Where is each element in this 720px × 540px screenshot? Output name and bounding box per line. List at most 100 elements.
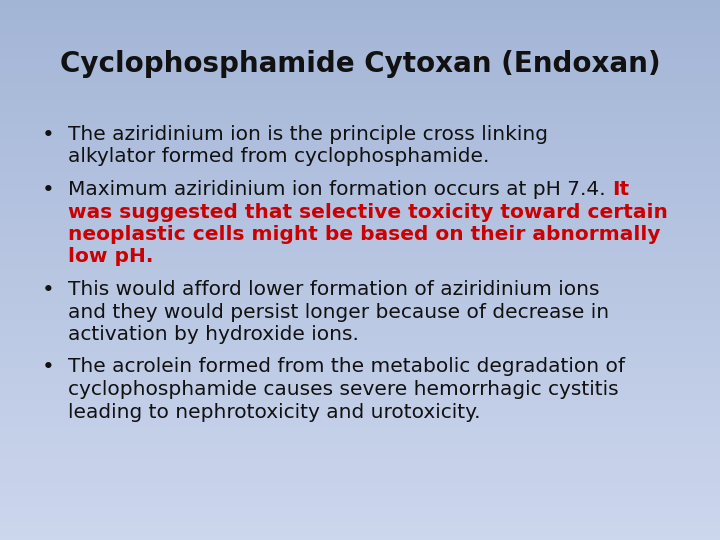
Bar (0, 268, 720, 270)
Bar (0, 464, 720, 466)
Bar (0, 525, 720, 528)
Bar (0, 194, 720, 196)
Bar (0, 104, 720, 106)
Bar (0, 498, 720, 501)
Bar (0, 182, 720, 184)
Bar (0, 490, 720, 491)
Bar (0, 54, 720, 56)
Bar (0, 225, 720, 227)
Bar (0, 279, 720, 281)
Bar (0, 205, 720, 207)
Bar (0, 167, 720, 169)
Bar (0, 471, 720, 474)
Bar (0, 66, 720, 69)
Bar (0, 211, 720, 212)
Bar (0, 285, 720, 286)
Bar (0, 306, 720, 308)
Bar (0, 216, 720, 218)
Bar (0, 252, 720, 254)
Bar (0, 448, 720, 450)
Bar (0, 123, 720, 124)
Bar (0, 12, 720, 15)
Bar (0, 236, 720, 238)
Bar (0, 452, 720, 454)
Bar (0, 437, 720, 439)
Bar (0, 272, 720, 274)
Text: low pH.: low pH. (68, 247, 153, 267)
Bar (0, 162, 720, 164)
Bar (0, 398, 720, 400)
Bar (0, 245, 720, 247)
Bar (0, 387, 720, 389)
Bar (0, 293, 720, 295)
Bar (0, 15, 720, 16)
Bar (0, 120, 720, 123)
Bar (0, 155, 720, 157)
Bar (0, 220, 720, 221)
Bar (0, 428, 720, 430)
Bar (0, 353, 720, 355)
Bar (0, 204, 720, 205)
Bar (0, 45, 720, 47)
Bar (0, 347, 720, 349)
Bar (0, 20, 720, 22)
Bar (0, 407, 720, 409)
Bar (0, 157, 720, 158)
Bar (0, 351, 720, 353)
Bar (0, 522, 720, 524)
Bar (0, 394, 720, 396)
Bar (0, 200, 720, 201)
Bar (0, 61, 720, 63)
Bar (0, 124, 720, 126)
Bar (0, 112, 720, 113)
Bar (0, 326, 720, 328)
Bar (0, 39, 720, 42)
Bar (0, 185, 720, 187)
Bar (0, 9, 720, 11)
Bar (0, 146, 720, 147)
Bar (0, 117, 720, 119)
Bar (0, 93, 720, 96)
Bar (0, 191, 720, 193)
Bar (0, 214, 720, 216)
Bar (0, 85, 720, 86)
Text: •: • (42, 357, 55, 377)
Bar (0, 322, 720, 324)
Bar (0, 277, 720, 279)
Bar (0, 58, 720, 59)
Bar (0, 38, 720, 39)
Bar (0, 497, 720, 498)
Bar (0, 34, 720, 36)
Bar (0, 290, 720, 292)
Bar (0, 275, 720, 277)
Bar (0, 416, 720, 417)
Bar (0, 301, 720, 302)
Bar (0, 76, 720, 77)
Bar (0, 32, 720, 34)
Bar (0, 367, 720, 369)
Bar (0, 373, 720, 374)
Bar (0, 320, 720, 322)
Bar (0, 360, 720, 362)
Bar (0, 447, 720, 448)
Bar (0, 221, 720, 223)
Bar (0, 344, 720, 346)
Bar (0, 133, 720, 135)
Bar (0, 491, 720, 493)
Bar (0, 147, 720, 150)
Bar (0, 366, 720, 367)
Bar (0, 382, 720, 383)
Bar (0, 477, 720, 479)
Bar (0, 238, 720, 239)
Bar (0, 317, 720, 319)
Bar (0, 65, 720, 66)
Bar (0, 463, 720, 464)
Bar (0, 517, 720, 518)
Bar (0, 259, 720, 261)
Bar (0, 92, 720, 93)
Bar (0, 299, 720, 301)
Bar (0, 261, 720, 263)
Bar (0, 207, 720, 209)
Bar (0, 27, 720, 29)
Bar (0, 423, 720, 425)
